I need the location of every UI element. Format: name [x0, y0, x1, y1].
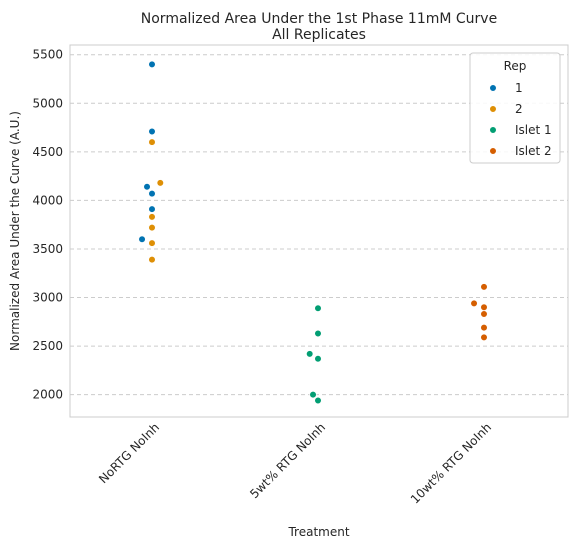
- legend-label: Islet 1: [515, 123, 552, 137]
- data-point: [138, 235, 146, 243]
- chart-title-line2: All Replicates: [272, 27, 366, 43]
- data-point: [148, 60, 156, 69]
- x-axis-label: Treatment: [287, 525, 349, 539]
- data-point: [314, 355, 322, 363]
- data-point: [148, 190, 156, 198]
- data-point: [148, 138, 156, 146]
- legend: Rep 1 2 Islet 1 Islet 2: [469, 52, 561, 164]
- x-tick-label: NoRTG NoInh: [96, 420, 162, 486]
- data-point: [156, 179, 164, 187]
- data-point: [306, 350, 314, 358]
- x-tick-label: 10wt% RTG NoInh: [408, 420, 494, 506]
- y-tick-label: 5000: [32, 96, 63, 110]
- data-point: [148, 224, 156, 232]
- chart-title-line1: Normalized Area Under the 1st Phase 11mM…: [141, 11, 497, 27]
- legend-label: 2: [515, 102, 523, 116]
- data-point: [148, 239, 156, 247]
- y-tick-label: 2500: [32, 339, 63, 353]
- data-point: [480, 333, 488, 341]
- legend-marker: [489, 126, 497, 134]
- y-tick-label: 2000: [32, 388, 63, 402]
- data-point: [480, 283, 488, 291]
- y-tick-label: 4500: [32, 145, 63, 159]
- data-point: [480, 303, 488, 311]
- data-point: [314, 329, 322, 338]
- plot-frame: [69, 44, 569, 418]
- data-point: [480, 324, 488, 332]
- data-point: [148, 205, 156, 213]
- x-tick-label: 5wt% RTG NoInh: [247, 420, 328, 501]
- legend-box: [469, 52, 561, 164]
- legend-marker: [489, 105, 497, 113]
- data-point: [143, 183, 151, 191]
- data-point: [470, 299, 478, 307]
- data-point: [309, 391, 317, 399]
- legend-label: Islet 2: [515, 144, 552, 158]
- y-tick-label: 3500: [32, 242, 63, 256]
- x-tick-labels: NoRTG NoInh 5wt% RTG NoInh 10wt% RTG NoInh: [96, 420, 494, 506]
- legend-marker: [489, 84, 497, 92]
- y-tick-labels: 2000 2500 3000 3500 4000 4500 5000 5500: [32, 48, 63, 402]
- y-tick-label: 4000: [32, 193, 63, 207]
- legend-marker: [489, 147, 497, 155]
- data-points: [138, 60, 488, 405]
- legend-label: 1: [515, 81, 523, 95]
- data-point: [148, 213, 156, 221]
- legend-title: Rep: [504, 59, 527, 73]
- y-axis-label: Normalized Area Under the Curve (A.U.): [8, 111, 22, 351]
- data-point: [314, 396, 322, 405]
- data-point: [480, 310, 488, 318]
- y-tick-label: 3000: [32, 291, 63, 305]
- data-point: [314, 304, 322, 312]
- data-point: [148, 127, 156, 136]
- data-point: [148, 256, 156, 264]
- legend-items: 1 2 Islet 1 Islet 2: [489, 81, 552, 158]
- y-tick-label: 5500: [32, 48, 63, 62]
